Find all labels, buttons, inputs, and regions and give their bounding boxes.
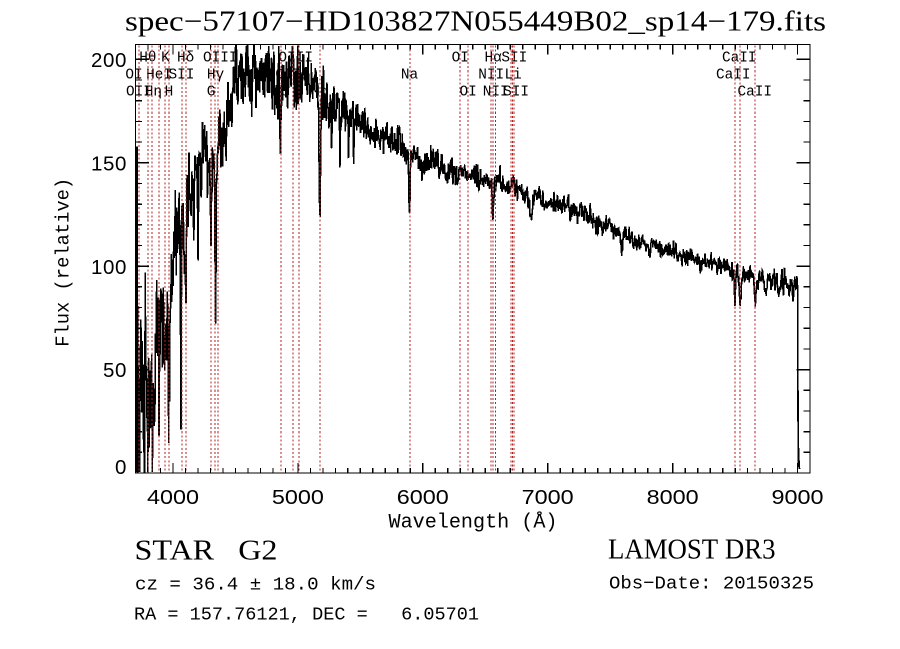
svg-text:5000: 5000 xyxy=(272,486,324,509)
svg-text:CaII: CaII xyxy=(716,68,751,84)
svg-text:Hγ: Hγ xyxy=(207,68,225,84)
svg-text:6000: 6000 xyxy=(397,486,449,509)
svg-text:cz = 36.4 ± 18.0 km/s: cz = 36.4 ± 18.0 km/s xyxy=(135,574,376,596)
svg-text:Wavelength (Å): Wavelength (Å) xyxy=(389,512,558,535)
svg-text:RA = 157.76121, DEC = 6.0570: RA = 157.76121, DEC = 6.05701 xyxy=(134,604,479,626)
svg-text:150: 150 xyxy=(91,152,127,175)
svg-text:50: 50 xyxy=(103,359,127,382)
svg-text:Hη: Hη xyxy=(145,85,162,101)
svg-text:Flux (relative): Flux (relative) xyxy=(53,178,75,347)
svg-text:100: 100 xyxy=(91,256,127,279)
svg-text:200: 200 xyxy=(91,49,127,72)
svg-text:SII: SII xyxy=(503,85,529,101)
svg-text:4000: 4000 xyxy=(147,486,199,509)
svg-text:K: K xyxy=(161,51,170,67)
svg-text:OIII: OIII xyxy=(203,51,238,67)
svg-text:CaII: CaII xyxy=(722,51,757,67)
svg-text:Li: Li xyxy=(505,68,522,84)
svg-text:Obs−Date: 20150325: Obs−Date: 20150325 xyxy=(609,573,814,595)
svg-text:9000: 9000 xyxy=(772,486,824,509)
svg-text:spec−57107−HD103827N055449B02_: spec−57107−HD103827N055449B02_sp14−179.f… xyxy=(125,7,826,38)
svg-text:0: 0 xyxy=(115,456,127,479)
svg-text:STAR G2: STAR G2 xyxy=(135,535,278,567)
svg-text:OI: OI xyxy=(125,68,142,84)
svg-text:7000: 7000 xyxy=(522,486,574,509)
svg-text:8000: 8000 xyxy=(647,486,699,509)
svg-text:LAMOST DR3: LAMOST DR3 xyxy=(608,535,776,566)
